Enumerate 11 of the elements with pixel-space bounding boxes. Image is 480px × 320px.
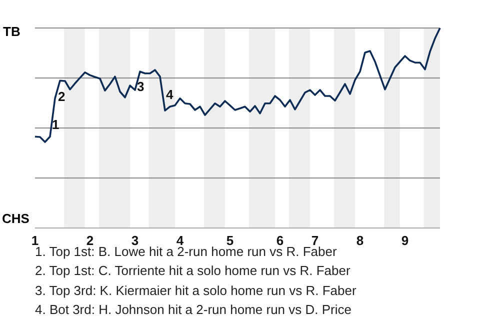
text: TB [3,24,20,39]
text: 2. Top 1st: C. Torriente hit a solo home run vs R. Faber [35,262,352,280]
annotation: 3 [137,79,144,94]
x-tick-label: 8 [356,233,364,248]
text: CHS [2,211,30,226]
annotation: 1 [52,117,60,132]
x-tick-label: 9 [401,233,409,248]
annotation: 2 [58,89,66,104]
text: 4. Bot 3rd: H. Johnson hit a 2-run home run vs D. Price [35,300,352,319]
annotation: 4 [166,87,174,102]
text: 3. Top 3rd: K. Kiermaier hit a solo home run vs R. Faber [35,282,356,300]
